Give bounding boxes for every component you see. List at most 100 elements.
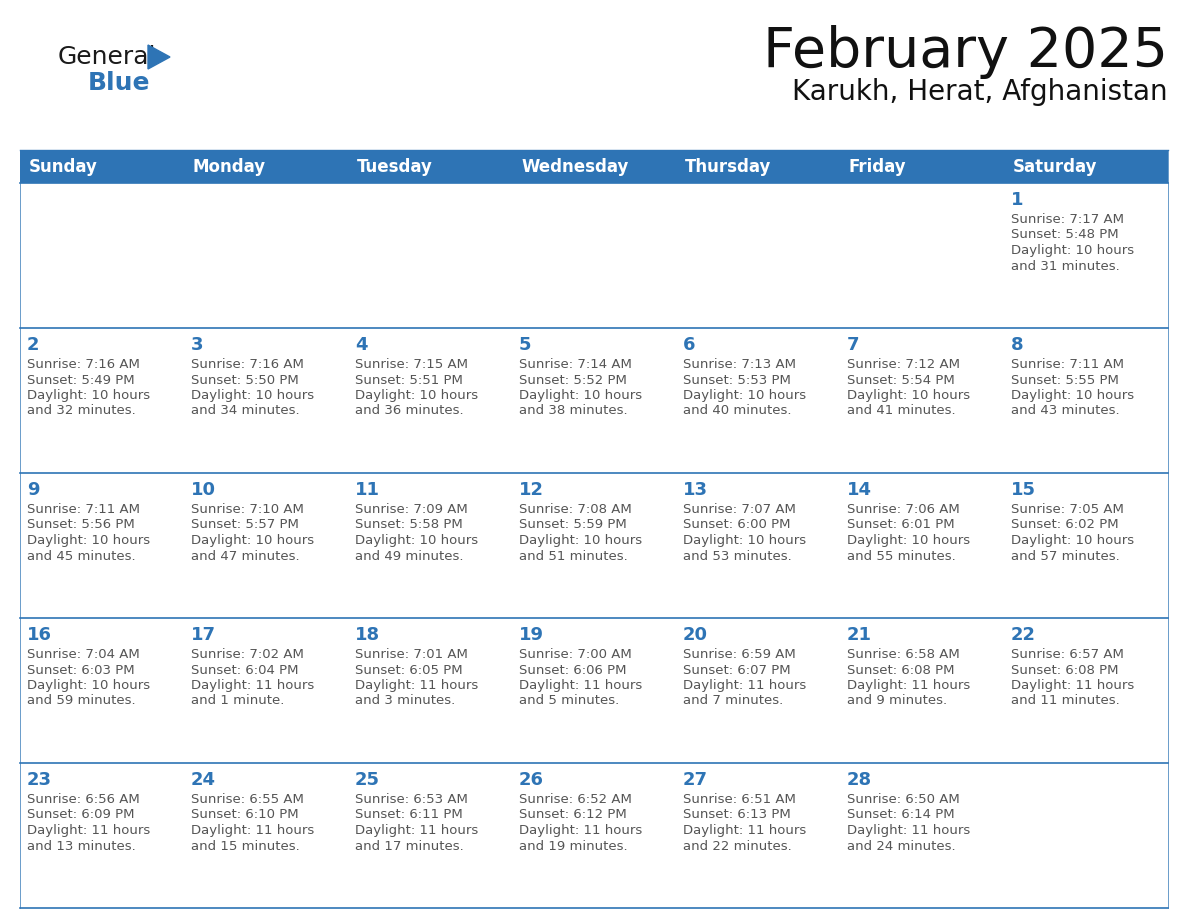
Text: Daylight: 11 hours: Daylight: 11 hours bbox=[847, 824, 971, 837]
Text: and 38 minutes.: and 38 minutes. bbox=[519, 405, 627, 418]
Text: Sunset: 6:07 PM: Sunset: 6:07 PM bbox=[683, 664, 791, 677]
Text: and 57 minutes.: and 57 minutes. bbox=[1011, 550, 1120, 563]
Polygon shape bbox=[148, 45, 170, 69]
Text: Sunset: 6:14 PM: Sunset: 6:14 PM bbox=[847, 809, 955, 822]
Text: Daylight: 10 hours: Daylight: 10 hours bbox=[683, 389, 807, 402]
Text: and 9 minutes.: and 9 minutes. bbox=[847, 695, 947, 708]
Text: Sunset: 5:59 PM: Sunset: 5:59 PM bbox=[519, 519, 627, 532]
Text: Wednesday: Wednesday bbox=[522, 158, 628, 175]
Text: and 19 minutes.: and 19 minutes. bbox=[519, 839, 627, 853]
Text: and 43 minutes.: and 43 minutes. bbox=[1011, 405, 1119, 418]
Text: Daylight: 10 hours: Daylight: 10 hours bbox=[519, 389, 643, 402]
Text: 13: 13 bbox=[683, 481, 708, 499]
Text: Sunrise: 7:01 AM: Sunrise: 7:01 AM bbox=[355, 648, 468, 661]
Text: Sunset: 6:12 PM: Sunset: 6:12 PM bbox=[519, 809, 627, 822]
Text: and 53 minutes.: and 53 minutes. bbox=[683, 550, 791, 563]
Text: 7: 7 bbox=[847, 336, 859, 354]
Text: Sunrise: 7:17 AM: Sunrise: 7:17 AM bbox=[1011, 213, 1124, 226]
Text: Monday: Monday bbox=[192, 158, 266, 175]
Text: and 13 minutes.: and 13 minutes. bbox=[27, 839, 135, 853]
Text: Friday: Friday bbox=[849, 158, 906, 175]
Text: Sunrise: 7:08 AM: Sunrise: 7:08 AM bbox=[519, 503, 632, 516]
Text: Saturday: Saturday bbox=[1013, 158, 1098, 175]
Text: and 24 minutes.: and 24 minutes. bbox=[847, 839, 955, 853]
Text: Daylight: 11 hours: Daylight: 11 hours bbox=[519, 679, 643, 692]
Text: Sunday: Sunday bbox=[29, 158, 97, 175]
Text: Sunrise: 7:05 AM: Sunrise: 7:05 AM bbox=[1011, 503, 1124, 516]
Text: Daylight: 10 hours: Daylight: 10 hours bbox=[1011, 534, 1135, 547]
Text: 9: 9 bbox=[27, 481, 39, 499]
Text: and 17 minutes.: and 17 minutes. bbox=[355, 839, 463, 853]
Text: 28: 28 bbox=[847, 771, 872, 789]
Text: Sunrise: 6:55 AM: Sunrise: 6:55 AM bbox=[191, 793, 304, 806]
Text: and 47 minutes.: and 47 minutes. bbox=[191, 550, 299, 563]
Text: 20: 20 bbox=[683, 626, 708, 644]
Text: Daylight: 10 hours: Daylight: 10 hours bbox=[519, 534, 643, 547]
Text: 16: 16 bbox=[27, 626, 52, 644]
Text: 21: 21 bbox=[847, 626, 872, 644]
Text: and 3 minutes.: and 3 minutes. bbox=[355, 695, 455, 708]
Text: and 32 minutes.: and 32 minutes. bbox=[27, 405, 135, 418]
Text: Daylight: 10 hours: Daylight: 10 hours bbox=[27, 679, 150, 692]
Text: Sunrise: 6:57 AM: Sunrise: 6:57 AM bbox=[1011, 648, 1124, 661]
Text: 15: 15 bbox=[1011, 481, 1036, 499]
Text: Daylight: 10 hours: Daylight: 10 hours bbox=[27, 389, 150, 402]
Text: and 1 minute.: and 1 minute. bbox=[191, 695, 284, 708]
Text: and 51 minutes.: and 51 minutes. bbox=[519, 550, 627, 563]
Text: 24: 24 bbox=[191, 771, 216, 789]
Text: Sunset: 6:10 PM: Sunset: 6:10 PM bbox=[191, 809, 298, 822]
Text: Daylight: 10 hours: Daylight: 10 hours bbox=[1011, 244, 1135, 257]
Text: Thursday: Thursday bbox=[685, 158, 771, 175]
Text: and 45 minutes.: and 45 minutes. bbox=[27, 550, 135, 563]
Text: Daylight: 10 hours: Daylight: 10 hours bbox=[191, 534, 314, 547]
Text: Sunrise: 7:15 AM: Sunrise: 7:15 AM bbox=[355, 358, 468, 371]
Text: Sunrise: 6:59 AM: Sunrise: 6:59 AM bbox=[683, 648, 796, 661]
Text: Sunset: 5:52 PM: Sunset: 5:52 PM bbox=[519, 374, 627, 386]
Text: Daylight: 11 hours: Daylight: 11 hours bbox=[519, 824, 643, 837]
Text: Sunset: 6:09 PM: Sunset: 6:09 PM bbox=[27, 809, 134, 822]
Text: Sunrise: 6:56 AM: Sunrise: 6:56 AM bbox=[27, 793, 140, 806]
Text: Sunset: 5:51 PM: Sunset: 5:51 PM bbox=[355, 374, 463, 386]
Text: and 31 minutes.: and 31 minutes. bbox=[1011, 260, 1120, 273]
Text: 8: 8 bbox=[1011, 336, 1024, 354]
Text: and 55 minutes.: and 55 minutes. bbox=[847, 550, 956, 563]
Text: 23: 23 bbox=[27, 771, 52, 789]
Text: Sunrise: 7:02 AM: Sunrise: 7:02 AM bbox=[191, 648, 304, 661]
Text: Sunrise: 7:13 AM: Sunrise: 7:13 AM bbox=[683, 358, 796, 371]
Text: and 15 minutes.: and 15 minutes. bbox=[191, 839, 299, 853]
Text: Daylight: 10 hours: Daylight: 10 hours bbox=[1011, 389, 1135, 402]
Text: 19: 19 bbox=[519, 626, 544, 644]
Text: Sunset: 6:11 PM: Sunset: 6:11 PM bbox=[355, 809, 463, 822]
Text: Sunset: 5:55 PM: Sunset: 5:55 PM bbox=[1011, 374, 1119, 386]
Text: Sunrise: 7:07 AM: Sunrise: 7:07 AM bbox=[683, 503, 796, 516]
Text: 26: 26 bbox=[519, 771, 544, 789]
Text: Daylight: 11 hours: Daylight: 11 hours bbox=[355, 679, 479, 692]
Text: Karukh, Herat, Afghanistan: Karukh, Herat, Afghanistan bbox=[792, 78, 1168, 106]
Text: Daylight: 11 hours: Daylight: 11 hours bbox=[1011, 679, 1135, 692]
Text: Daylight: 11 hours: Daylight: 11 hours bbox=[683, 824, 807, 837]
Text: 25: 25 bbox=[355, 771, 380, 789]
Text: Sunset: 5:48 PM: Sunset: 5:48 PM bbox=[1011, 229, 1119, 241]
Text: and 41 minutes.: and 41 minutes. bbox=[847, 405, 955, 418]
Text: Sunset: 6:02 PM: Sunset: 6:02 PM bbox=[1011, 519, 1119, 532]
Text: 22: 22 bbox=[1011, 626, 1036, 644]
Text: Sunset: 5:49 PM: Sunset: 5:49 PM bbox=[27, 374, 134, 386]
Text: and 59 minutes.: and 59 minutes. bbox=[27, 695, 135, 708]
Text: Daylight: 10 hours: Daylight: 10 hours bbox=[27, 534, 150, 547]
Text: Sunset: 6:05 PM: Sunset: 6:05 PM bbox=[355, 664, 462, 677]
Text: Sunrise: 7:16 AM: Sunrise: 7:16 AM bbox=[191, 358, 304, 371]
Text: and 22 minutes.: and 22 minutes. bbox=[683, 839, 791, 853]
Text: Daylight: 11 hours: Daylight: 11 hours bbox=[683, 679, 807, 692]
Text: 27: 27 bbox=[683, 771, 708, 789]
Text: 12: 12 bbox=[519, 481, 544, 499]
Text: Sunset: 5:57 PM: Sunset: 5:57 PM bbox=[191, 519, 299, 532]
Text: Sunset: 5:54 PM: Sunset: 5:54 PM bbox=[847, 374, 955, 386]
Text: Sunrise: 6:53 AM: Sunrise: 6:53 AM bbox=[355, 793, 468, 806]
Text: Sunrise: 7:09 AM: Sunrise: 7:09 AM bbox=[355, 503, 468, 516]
Text: Daylight: 11 hours: Daylight: 11 hours bbox=[191, 824, 315, 837]
Bar bbox=[20, 150, 1168, 183]
Text: 4: 4 bbox=[355, 336, 367, 354]
Text: Daylight: 10 hours: Daylight: 10 hours bbox=[847, 534, 971, 547]
Text: Sunset: 5:56 PM: Sunset: 5:56 PM bbox=[27, 519, 134, 532]
Text: Daylight: 11 hours: Daylight: 11 hours bbox=[355, 824, 479, 837]
